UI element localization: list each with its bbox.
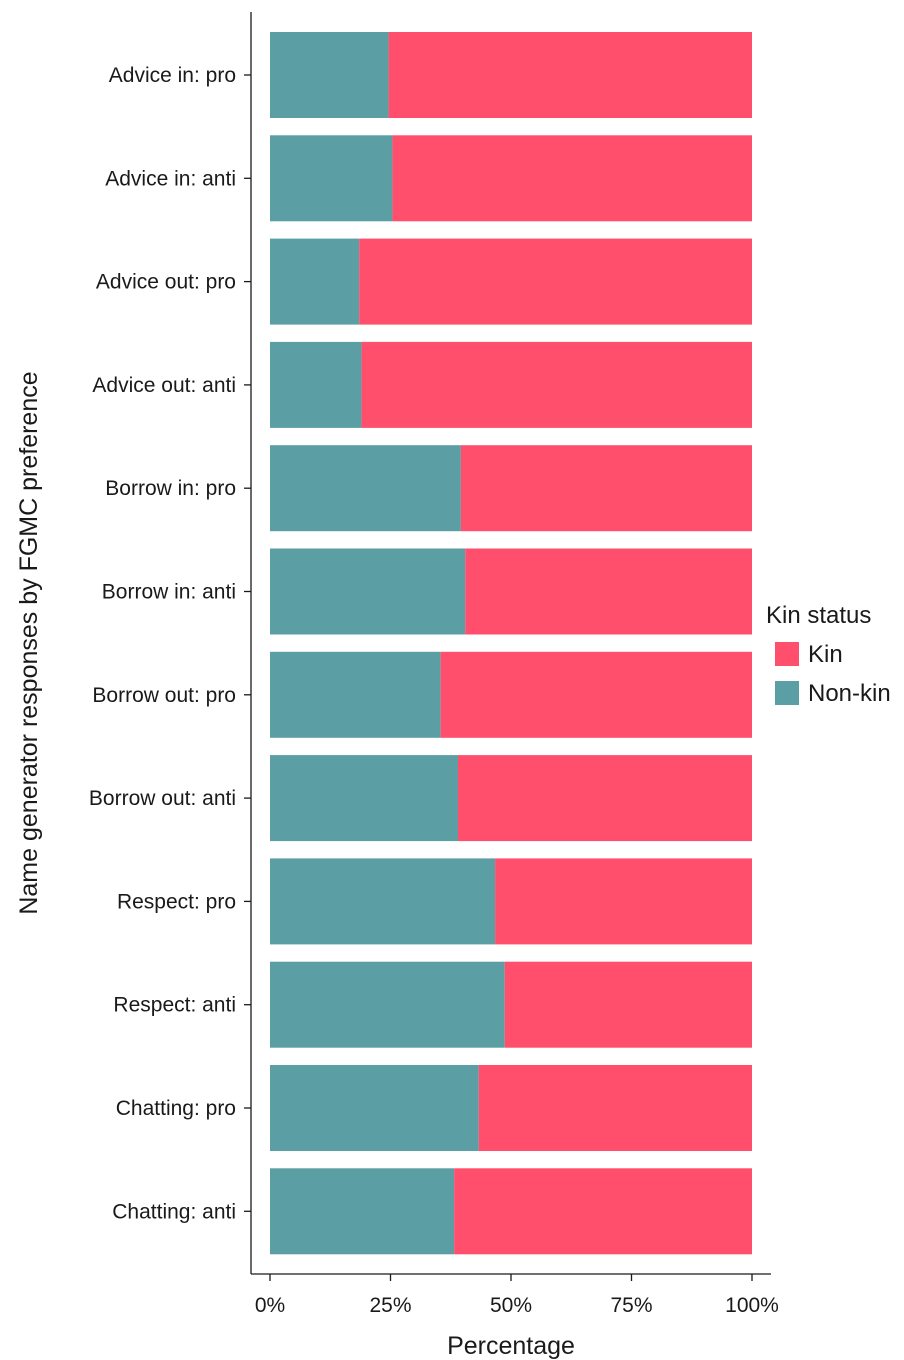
y-tick-label: Respect: pro [117, 890, 236, 913]
y-tick-label: Chatting: anti [112, 1200, 236, 1223]
bar-nonkin-1 [270, 135, 393, 222]
bars-layer [270, 32, 752, 1255]
y-tick-label: Chatting: pro [116, 1097, 236, 1120]
axes-layer: Advice in: pro Advice in: anti Advice out:… [89, 12, 779, 1317]
y-tick-label: Advice in: anti [105, 167, 236, 190]
legend-label-kin: Kin [808, 641, 843, 668]
bar-nonkin-10 [270, 1065, 479, 1151]
x-tick-label: 75% [610, 1294, 652, 1317]
y-axis-title: Name generator responses by FGMC prefere… [15, 371, 43, 914]
y-tick-label: Advice out: pro [96, 271, 236, 294]
bar-nonkin-6 [270, 651, 441, 738]
bar-nonkin-7 [270, 755, 458, 842]
x-tick-label: 0% [255, 1294, 285, 1317]
bar-nonkin-3 [270, 341, 362, 428]
bar-kin-11 [454, 1168, 752, 1255]
x-tick-label: 100% [725, 1294, 779, 1317]
bar-nonkin-4 [270, 445, 461, 532]
bar-nonkin-11 [270, 1168, 455, 1255]
bar-kin-1 [392, 135, 752, 222]
y-tick-label: Borrow in: anti [102, 581, 236, 604]
bar-kin-0 [388, 32, 752, 118]
bar-kin-4 [460, 445, 752, 532]
legend-label-non-kin: Non-kin [808, 680, 891, 707]
legend-swatch-kin [775, 642, 799, 666]
bar-nonkin-0 [270, 32, 389, 118]
bar-kin-5 [465, 548, 752, 635]
y-tick-label: Advice in: pro [109, 64, 236, 87]
bar-kin-7 [457, 755, 752, 842]
x-axis-title: Percentage [447, 1332, 575, 1360]
y-tick-label: Borrow out: pro [92, 684, 236, 707]
bar-kin-9 [504, 961, 752, 1048]
bar-nonkin-5 [270, 548, 466, 635]
bar-nonkin-8 [270, 858, 496, 945]
bar-nonkin-9 [270, 961, 505, 1048]
y-tick-label: Advice out: anti [92, 374, 236, 397]
bar-kin-3 [361, 341, 752, 428]
y-tick-label: Borrow out: anti [89, 787, 236, 810]
bar-kin-8 [495, 858, 752, 945]
bar-kin-10 [478, 1065, 752, 1151]
bar-nonkin-2 [270, 238, 360, 325]
x-tick-label: 25% [369, 1294, 411, 1317]
legend-swatch-non-kin [775, 681, 799, 705]
bar-kin-2 [359, 238, 752, 325]
y-tick-label: Borrow in: pro [105, 477, 236, 500]
legend: Kin status Kin Non-kin [766, 602, 891, 707]
bar-kin-6 [440, 651, 752, 738]
x-tick-label: 50% [490, 1294, 532, 1317]
legend-title: Kin status [766, 602, 871, 629]
y-tick-label: Respect: anti [113, 994, 236, 1017]
